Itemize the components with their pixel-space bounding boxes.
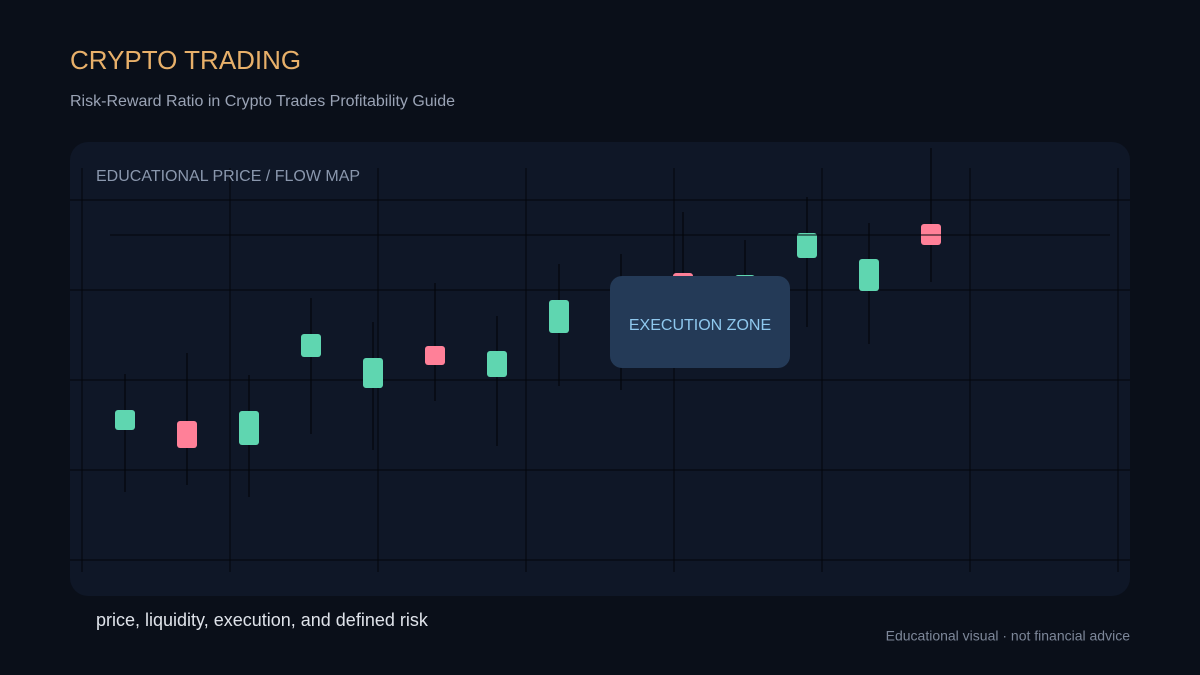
zone-label: EXECUTION ZONE [629, 317, 771, 334]
execution-zone [610, 276, 790, 368]
panel-label: EDUCATIONAL PRICE / FLOW MAP [96, 168, 360, 185]
caption: price, liquidity, execution, and defined… [96, 610, 429, 630]
disclaimer: Educational visual · not financial advic… [886, 628, 1131, 644]
title: CRYPTO TRADING [70, 45, 301, 75]
subtitle: Risk-Reward Ratio in Crypto Trades Profi… [70, 93, 455, 110]
panel [70, 142, 1130, 596]
